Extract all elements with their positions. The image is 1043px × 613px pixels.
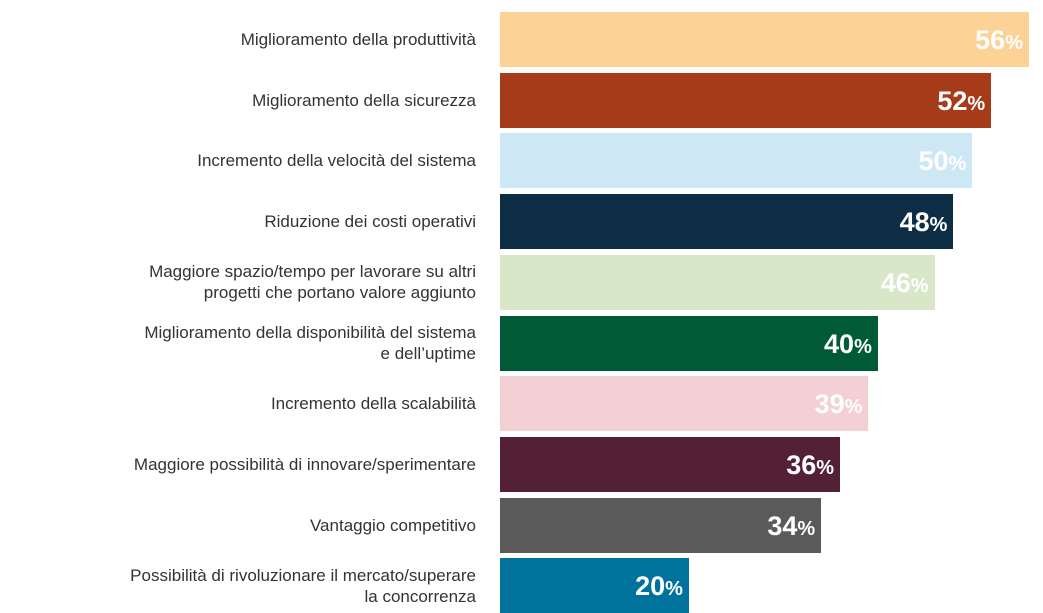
category-label: Possibilità di rivoluzionare il mercato/… [130,565,476,606]
bar [500,376,869,432]
value-label: 52% [937,85,986,116]
bar [500,497,822,553]
category-label: Riduzione dei costi operativi [264,212,476,232]
bar [500,558,689,613]
bar [500,12,1029,67]
value-label: 34% [767,510,816,541]
category-label: Maggiore spazio/tempo per lavorare su al… [149,262,476,303]
category-label: Vantaggio competitivo [309,515,476,535]
value-label: 48% [899,207,948,238]
value-label: 50% [918,146,967,177]
category-label: Maggiore possibilità di innovare/sperime… [133,454,476,474]
bar [500,254,935,310]
value-label: 40% [824,328,872,359]
bar [500,436,841,492]
category-label: Miglioramento della sicurezza [252,90,476,110]
bar [500,133,973,189]
bar [500,194,954,250]
value-label: 39% [814,389,863,420]
category-label: Incremento della velocità del sistema [197,151,476,171]
bar [500,315,878,371]
value-label: 46% [880,267,929,298]
value-label: 20% [635,571,683,602]
category-label: Incremento della scalabilità [270,394,476,414]
category-label: Miglioramento della disponibilità del si… [144,323,476,363]
value-label: 56% [975,25,1023,55]
bar [500,72,992,128]
value-label: 36% [786,449,835,480]
category-label: Miglioramento della produttività [240,30,476,49]
